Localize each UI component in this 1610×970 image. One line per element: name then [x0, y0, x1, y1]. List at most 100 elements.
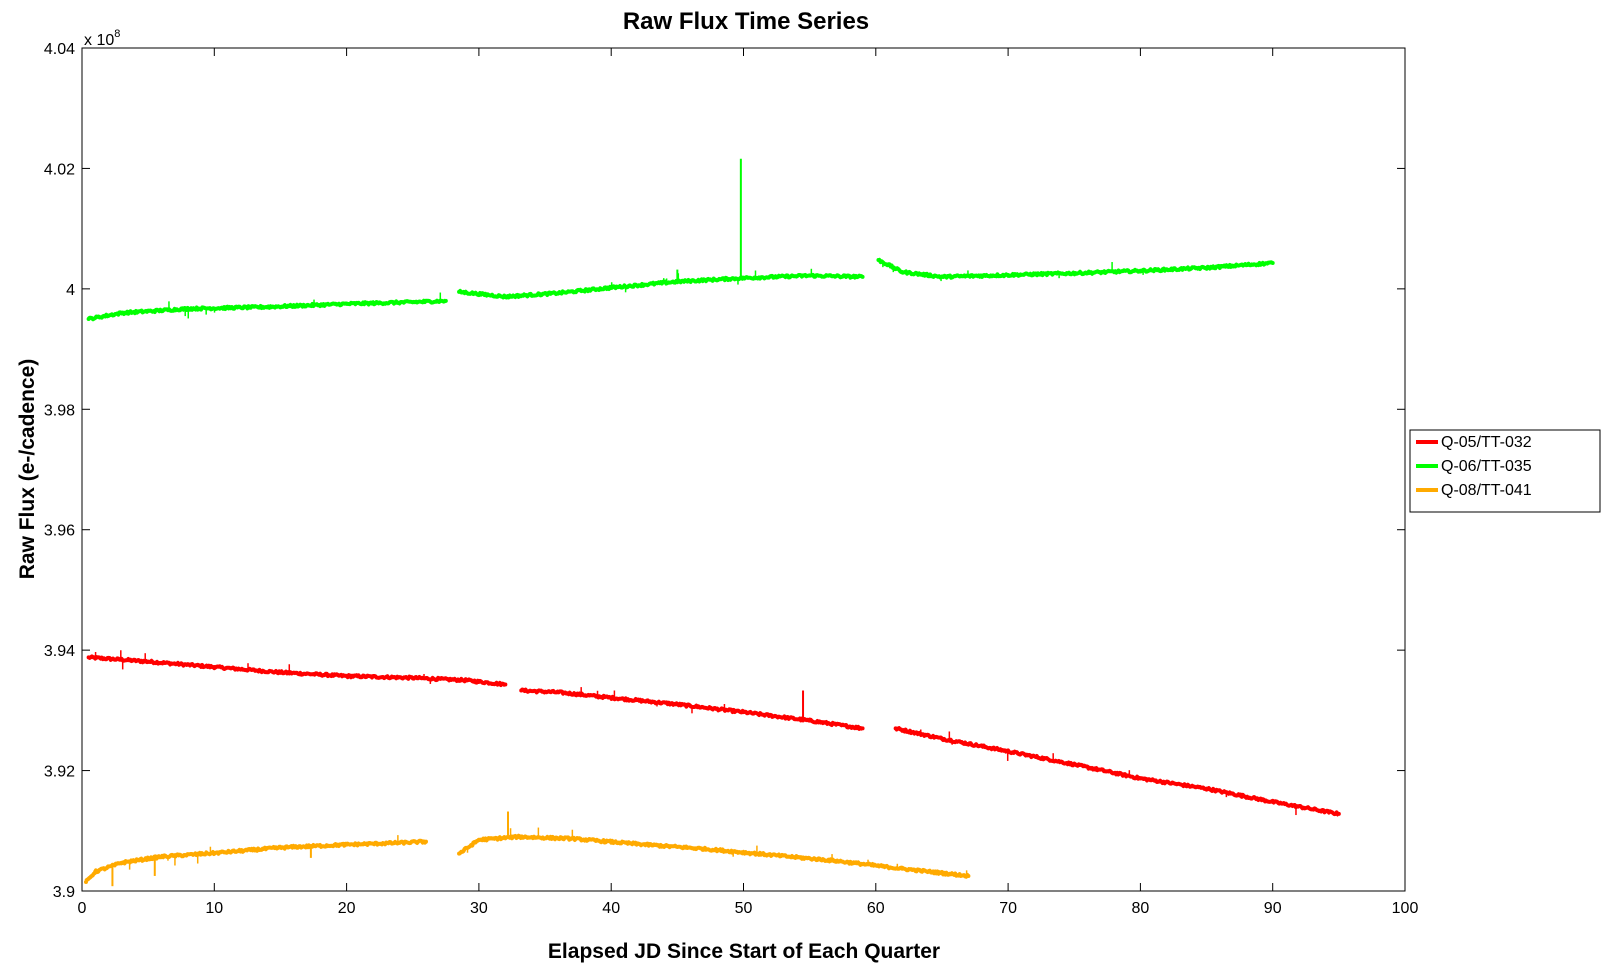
data-point [675, 702, 680, 707]
series-line-segment [84, 838, 428, 883]
data-point [741, 710, 746, 715]
series-1 [86, 650, 1341, 817]
data-point [86, 316, 91, 321]
y-axis-label: Raw Flux (e-/cadence) [16, 359, 39, 580]
data-point [476, 837, 481, 842]
x-tick-label: 10 [205, 900, 223, 917]
legend-label: Q-06/TT-035 [1441, 458, 1532, 475]
series-line-segment [458, 833, 971, 879]
plot-layer [83, 158, 1341, 887]
data-point [423, 839, 428, 844]
data-point [463, 678, 468, 683]
y-tick-label: 4 [66, 282, 75, 299]
x-tick-label: 100 [1392, 900, 1419, 917]
legend-box [1409, 429, 1601, 513]
data-point [83, 879, 88, 884]
data-point [767, 852, 772, 857]
y-exponent-label: x 108 [84, 28, 120, 49]
data-point [741, 276, 746, 281]
data-point [212, 665, 217, 670]
x-tick-label: 70 [999, 900, 1017, 917]
x-tick-label: 20 [338, 900, 356, 917]
chart-title: Raw Flux Time Series [623, 8, 869, 35]
data-point [146, 659, 151, 664]
data-point [893, 726, 898, 731]
data-point [939, 736, 944, 741]
tick-layer: 0 10 20 30 40 50 60 70 80 90 100 3.9 3.92 3.94 3.96 3.9… [44, 41, 1419, 917]
data-point [410, 675, 415, 680]
data-point [1138, 776, 1143, 781]
data-point [265, 304, 270, 309]
data-point [1006, 273, 1011, 278]
x-tick-label: 0 [78, 900, 87, 917]
x-tick-label: 60 [867, 900, 885, 917]
data-point [1270, 799, 1275, 804]
data-point [457, 289, 462, 294]
data-point [900, 269, 905, 274]
y-axis-label-group: Raw Flux (e-/cadence) [16, 359, 39, 580]
x-axis-label: Elapsed JD Since Start of Each Quarter [548, 940, 940, 963]
data-point [1138, 268, 1143, 273]
data-point [1270, 260, 1275, 265]
y-tick-label: 3.9 [53, 884, 75, 901]
data-point [900, 866, 905, 871]
series-line-segment [893, 726, 1340, 817]
data-point [93, 869, 98, 874]
series-3 [83, 811, 971, 887]
data-point [860, 726, 865, 731]
data-point [119, 860, 124, 865]
y-exponent-base: x 10 [84, 32, 114, 49]
data-point [1204, 786, 1209, 791]
data-point [344, 842, 349, 847]
data-point [503, 294, 508, 299]
data-point [966, 873, 971, 878]
series-line-segment [87, 654, 507, 688]
data-point [1072, 762, 1077, 767]
series-2 [86, 158, 1275, 322]
data-point [609, 695, 614, 700]
y-tick-label: 3.92 [44, 764, 75, 781]
x-tick-label: 90 [1264, 900, 1282, 917]
data-point [876, 257, 881, 262]
data-point [344, 674, 349, 679]
x-tick-label: 30 [470, 900, 488, 917]
data-point [556, 690, 561, 695]
x-tick-label: 50 [735, 900, 753, 917]
data-point [701, 846, 706, 851]
data-point [1204, 265, 1209, 270]
data-point [860, 274, 865, 279]
y-tick-label: 3.96 [44, 523, 75, 540]
data-point [86, 655, 91, 660]
data-point [278, 670, 283, 675]
data-point [457, 851, 462, 856]
y-tick-label: 3.94 [44, 643, 75, 660]
data-point [519, 688, 524, 693]
data-point [1072, 271, 1077, 276]
data-point [556, 291, 561, 296]
data-point [410, 300, 415, 305]
data-point [159, 854, 164, 859]
data-point [344, 301, 349, 306]
data-point [1336, 811, 1341, 816]
x-tick-label: 40 [602, 900, 620, 917]
x-tick-label: 80 [1132, 900, 1150, 917]
y-tick-label: 3.98 [44, 402, 75, 419]
data-point [443, 298, 448, 303]
data-point [807, 718, 812, 723]
data-point [212, 851, 217, 856]
legend: Q-05/TT-032 Q-06/TT-035 Q-08/TT-041 [1409, 429, 1601, 513]
y-tick-label: 4.04 [44, 41, 75, 58]
data-point [834, 858, 839, 863]
data-point [635, 842, 640, 847]
legend-label: Q-05/TT-032 [1441, 434, 1532, 451]
y-exponent-power: 8 [114, 28, 120, 40]
data-point [503, 682, 508, 687]
y-tick-label: 4.02 [44, 161, 75, 178]
legend-label: Q-08/TT-041 [1441, 482, 1532, 499]
data-point [516, 834, 521, 839]
data-point [278, 845, 283, 850]
series-line-segment [457, 272, 864, 300]
data-point [119, 310, 124, 315]
